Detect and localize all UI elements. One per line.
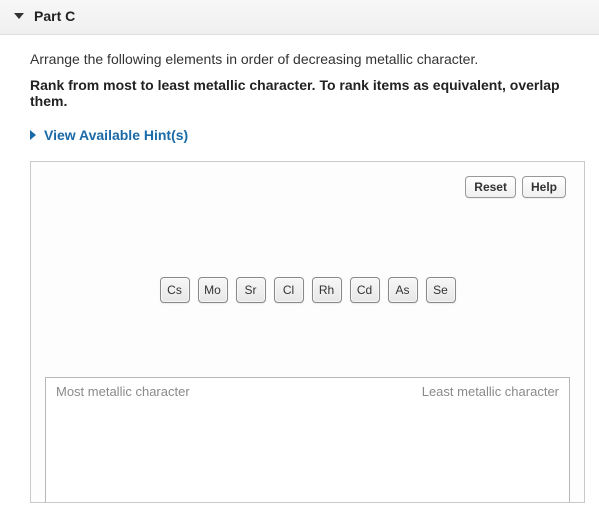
dropzone-labels: Most metallic character Least metallic c… [46,378,569,399]
element-tile[interactable]: Rh [312,277,342,303]
element-tile[interactable]: Cs [160,277,190,303]
view-hints-toggle[interactable]: View Available Hint(s) [30,127,585,143]
hints-label: View Available Hint(s) [44,127,188,143]
caret-right-icon [30,130,36,140]
ranking-dropzone[interactable]: Most metallic character Least metallic c… [45,377,570,503]
reset-button[interactable]: Reset [465,176,516,198]
part-header[interactable]: Part C [0,0,599,35]
dropzone-right-label: Least metallic character [422,384,559,399]
part-title: Part C [34,8,75,24]
element-tile[interactable]: Cd [350,277,380,303]
workspace-toolbar: Reset Help [465,176,566,198]
help-button[interactable]: Help [522,176,566,198]
element-tile[interactable]: Cl [274,277,304,303]
element-tile[interactable]: Sr [236,277,266,303]
dropzone-left-label: Most metallic character [56,384,190,399]
element-tile[interactable]: Se [426,277,456,303]
question-body: Arrange the following elements in order … [0,35,599,503]
ranking-workspace: Reset Help Cs Mo Sr Cl Rh Cd As Se Most … [30,161,585,503]
element-tile[interactable]: Mo [198,277,228,303]
instruction-text: Arrange the following elements in order … [30,51,585,67]
caret-down-icon [14,13,24,19]
element-tile[interactable]: As [388,277,418,303]
rank-instruction-text: Rank from most to least metallic charact… [30,77,585,109]
element-tiles-row: Cs Mo Sr Cl Rh Cd As Se [31,277,584,303]
